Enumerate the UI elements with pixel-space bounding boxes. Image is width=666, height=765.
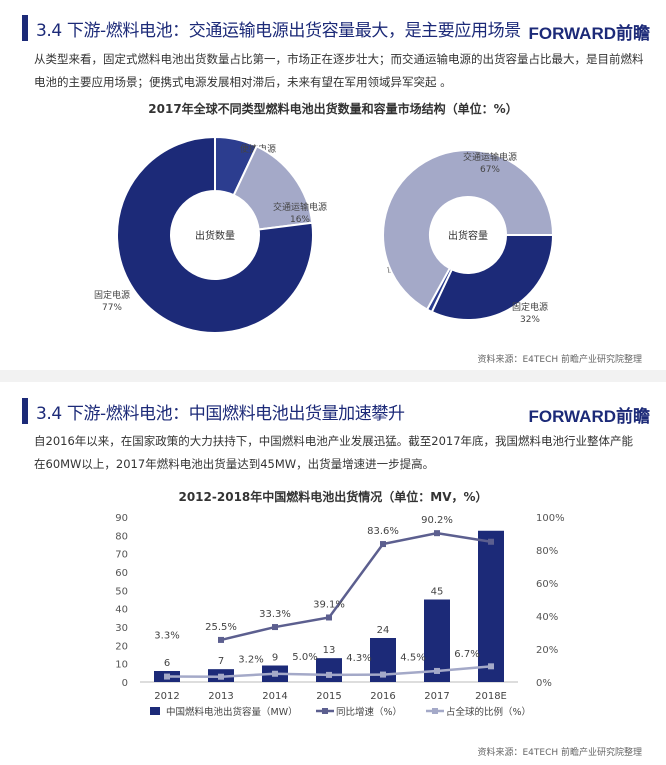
legend-swatch: [150, 707, 160, 715]
slice-label: 交通运输电源: [273, 201, 327, 213]
slice-label: 固定电源: [512, 301, 548, 313]
y2-tick-label: 20%: [536, 645, 558, 656]
bar: [478, 530, 504, 682]
section2-paragraph: 自2016年以来，在国家政策的大力扶持下，中国燃料电池产业发展迅猛。截至2017…: [34, 434, 634, 471]
line-marker: [488, 538, 494, 545]
y2-tick-label: 80%: [536, 546, 558, 557]
slice-value: 77%: [102, 303, 122, 313]
donut-center-label: 出货数量: [195, 229, 235, 242]
line-marker: [164, 673, 170, 680]
section2-header: 3.4 下游-燃料电池：中国燃料电池出货量加速攀升: [22, 398, 405, 424]
line-data-label: 4.5%: [400, 653, 425, 664]
donut-charts: 便捷电源7%交通运输电源16%固定电源77%出货数量固定电源32%便捷电源1%交…: [94, 135, 555, 334]
bar-label: 13: [323, 645, 336, 656]
line-marker: [434, 667, 440, 674]
y2-tick-label: 100%: [536, 513, 565, 524]
slice-value: 67%: [480, 165, 500, 175]
section1-source: 资料来源：E4TECH 前瞻产业研究院整理: [477, 355, 642, 365]
line-data-label: 6.7%: [454, 649, 479, 660]
line-marker: [434, 530, 440, 537]
slice-value: 32%: [520, 315, 540, 325]
slice-value: 16%: [290, 215, 310, 225]
y2-tick-label: 40%: [536, 612, 558, 623]
section2-source: 资料来源：E4TECH 前瞻产业研究院整理: [477, 748, 642, 758]
x-tick-label: 2017: [424, 691, 449, 702]
line-data-label: 33.3%: [259, 609, 291, 620]
y-tick-label: 20: [115, 641, 128, 652]
x-tick-label: 2013: [208, 691, 233, 702]
section1-paragraph: 从类型来看，固定式燃料电池出货数量占比第一，市场正在逐步壮大；而交通运输电源的出…: [34, 52, 644, 89]
title-accent-bar: [22, 15, 28, 41]
line-marker: [380, 671, 386, 678]
section-divider: [0, 370, 666, 382]
line-data-label: 5.0%: [292, 652, 317, 663]
bar-label: 7: [218, 656, 224, 667]
title-accent-bar: [22, 398, 28, 424]
y-tick-label: 40: [115, 605, 128, 616]
y-tick-label: 30: [115, 623, 128, 634]
line-marker: [272, 670, 278, 677]
legend-marker: [432, 708, 438, 714]
line-data-label: 25.5%: [205, 622, 237, 633]
line-data-label: 90.2%: [421, 515, 453, 526]
y-tick-label: 50: [115, 586, 128, 597]
line-marker: [380, 541, 386, 548]
legend-label: 中国燃料电池出货容量（MW）: [166, 706, 298, 718]
donut-slice: [382, 149, 555, 311]
y-tick-label: 0: [122, 678, 128, 689]
bar-chart-title: 2012-2018年中国燃料电池出货情况（单位：MV，%）: [178, 490, 488, 504]
donut-slice: [116, 135, 314, 334]
line-data-label: 83.6%: [367, 526, 399, 537]
slice-label: 交通运输电源: [463, 151, 517, 163]
y2-tick-label: 60%: [536, 579, 558, 590]
y-tick-label: 80: [115, 531, 128, 542]
bar-label: 24: [377, 625, 390, 636]
forward-logo: FORWARD前瞻: [528, 24, 650, 43]
slice-label: 固定电源: [94, 289, 130, 301]
bar-label: 9: [272, 653, 278, 664]
section2-title: 3.4 下游-燃料电池：中国燃料电池出货量加速攀升: [36, 403, 405, 424]
line-marker: [488, 663, 494, 670]
forward-logo: FORWARD前瞻: [528, 407, 650, 426]
y-tick-label: 90: [115, 513, 128, 524]
line-marker: [218, 673, 224, 680]
line-marker: [272, 624, 278, 631]
line-data-label: 4.3%: [346, 653, 371, 664]
line-marker: [218, 636, 224, 643]
x-tick-label: 2012: [154, 691, 179, 702]
donut-center-label: 出货容量: [448, 229, 488, 242]
bar-label: 45: [431, 587, 444, 598]
x-tick-label: 2014: [262, 691, 287, 702]
x-tick-label: 2018E: [475, 691, 507, 702]
line-data-label: 3.3%: [154, 631, 179, 642]
legend-label: 占全球的比例（%）: [446, 706, 531, 718]
y-tick-label: 70: [115, 550, 128, 561]
y-tick-label: 60: [115, 568, 128, 579]
x-tick-label: 2016: [370, 691, 395, 702]
section1-title: 3.4 下游-燃料电池：交通运输电源出货容量最大，是主要应用场景: [36, 20, 521, 41]
y-tick-label: 10: [115, 660, 128, 671]
legend-label: 同比增速（%）: [336, 706, 402, 718]
line-marker: [326, 671, 332, 678]
line-data-label: 3.2%: [238, 655, 263, 666]
bar-label: 6: [164, 658, 170, 669]
x-tick-label: 2015: [316, 691, 341, 702]
line-marker: [326, 614, 332, 621]
y2-tick-label: 0%: [536, 678, 552, 689]
line-series: [220, 531, 492, 642]
donut-chart-title: 2017年全球不同类型燃料电池出货数量和容量市场结构（单位：%）: [148, 102, 518, 116]
section1-header: 3.4 下游-燃料电池：交通运输电源出货容量最大，是主要应用场景: [22, 15, 521, 41]
bar: [316, 658, 342, 682]
line-data-label: 39.1%: [313, 599, 345, 610]
donut-slice: [430, 234, 555, 321]
legend-marker: [322, 708, 328, 714]
